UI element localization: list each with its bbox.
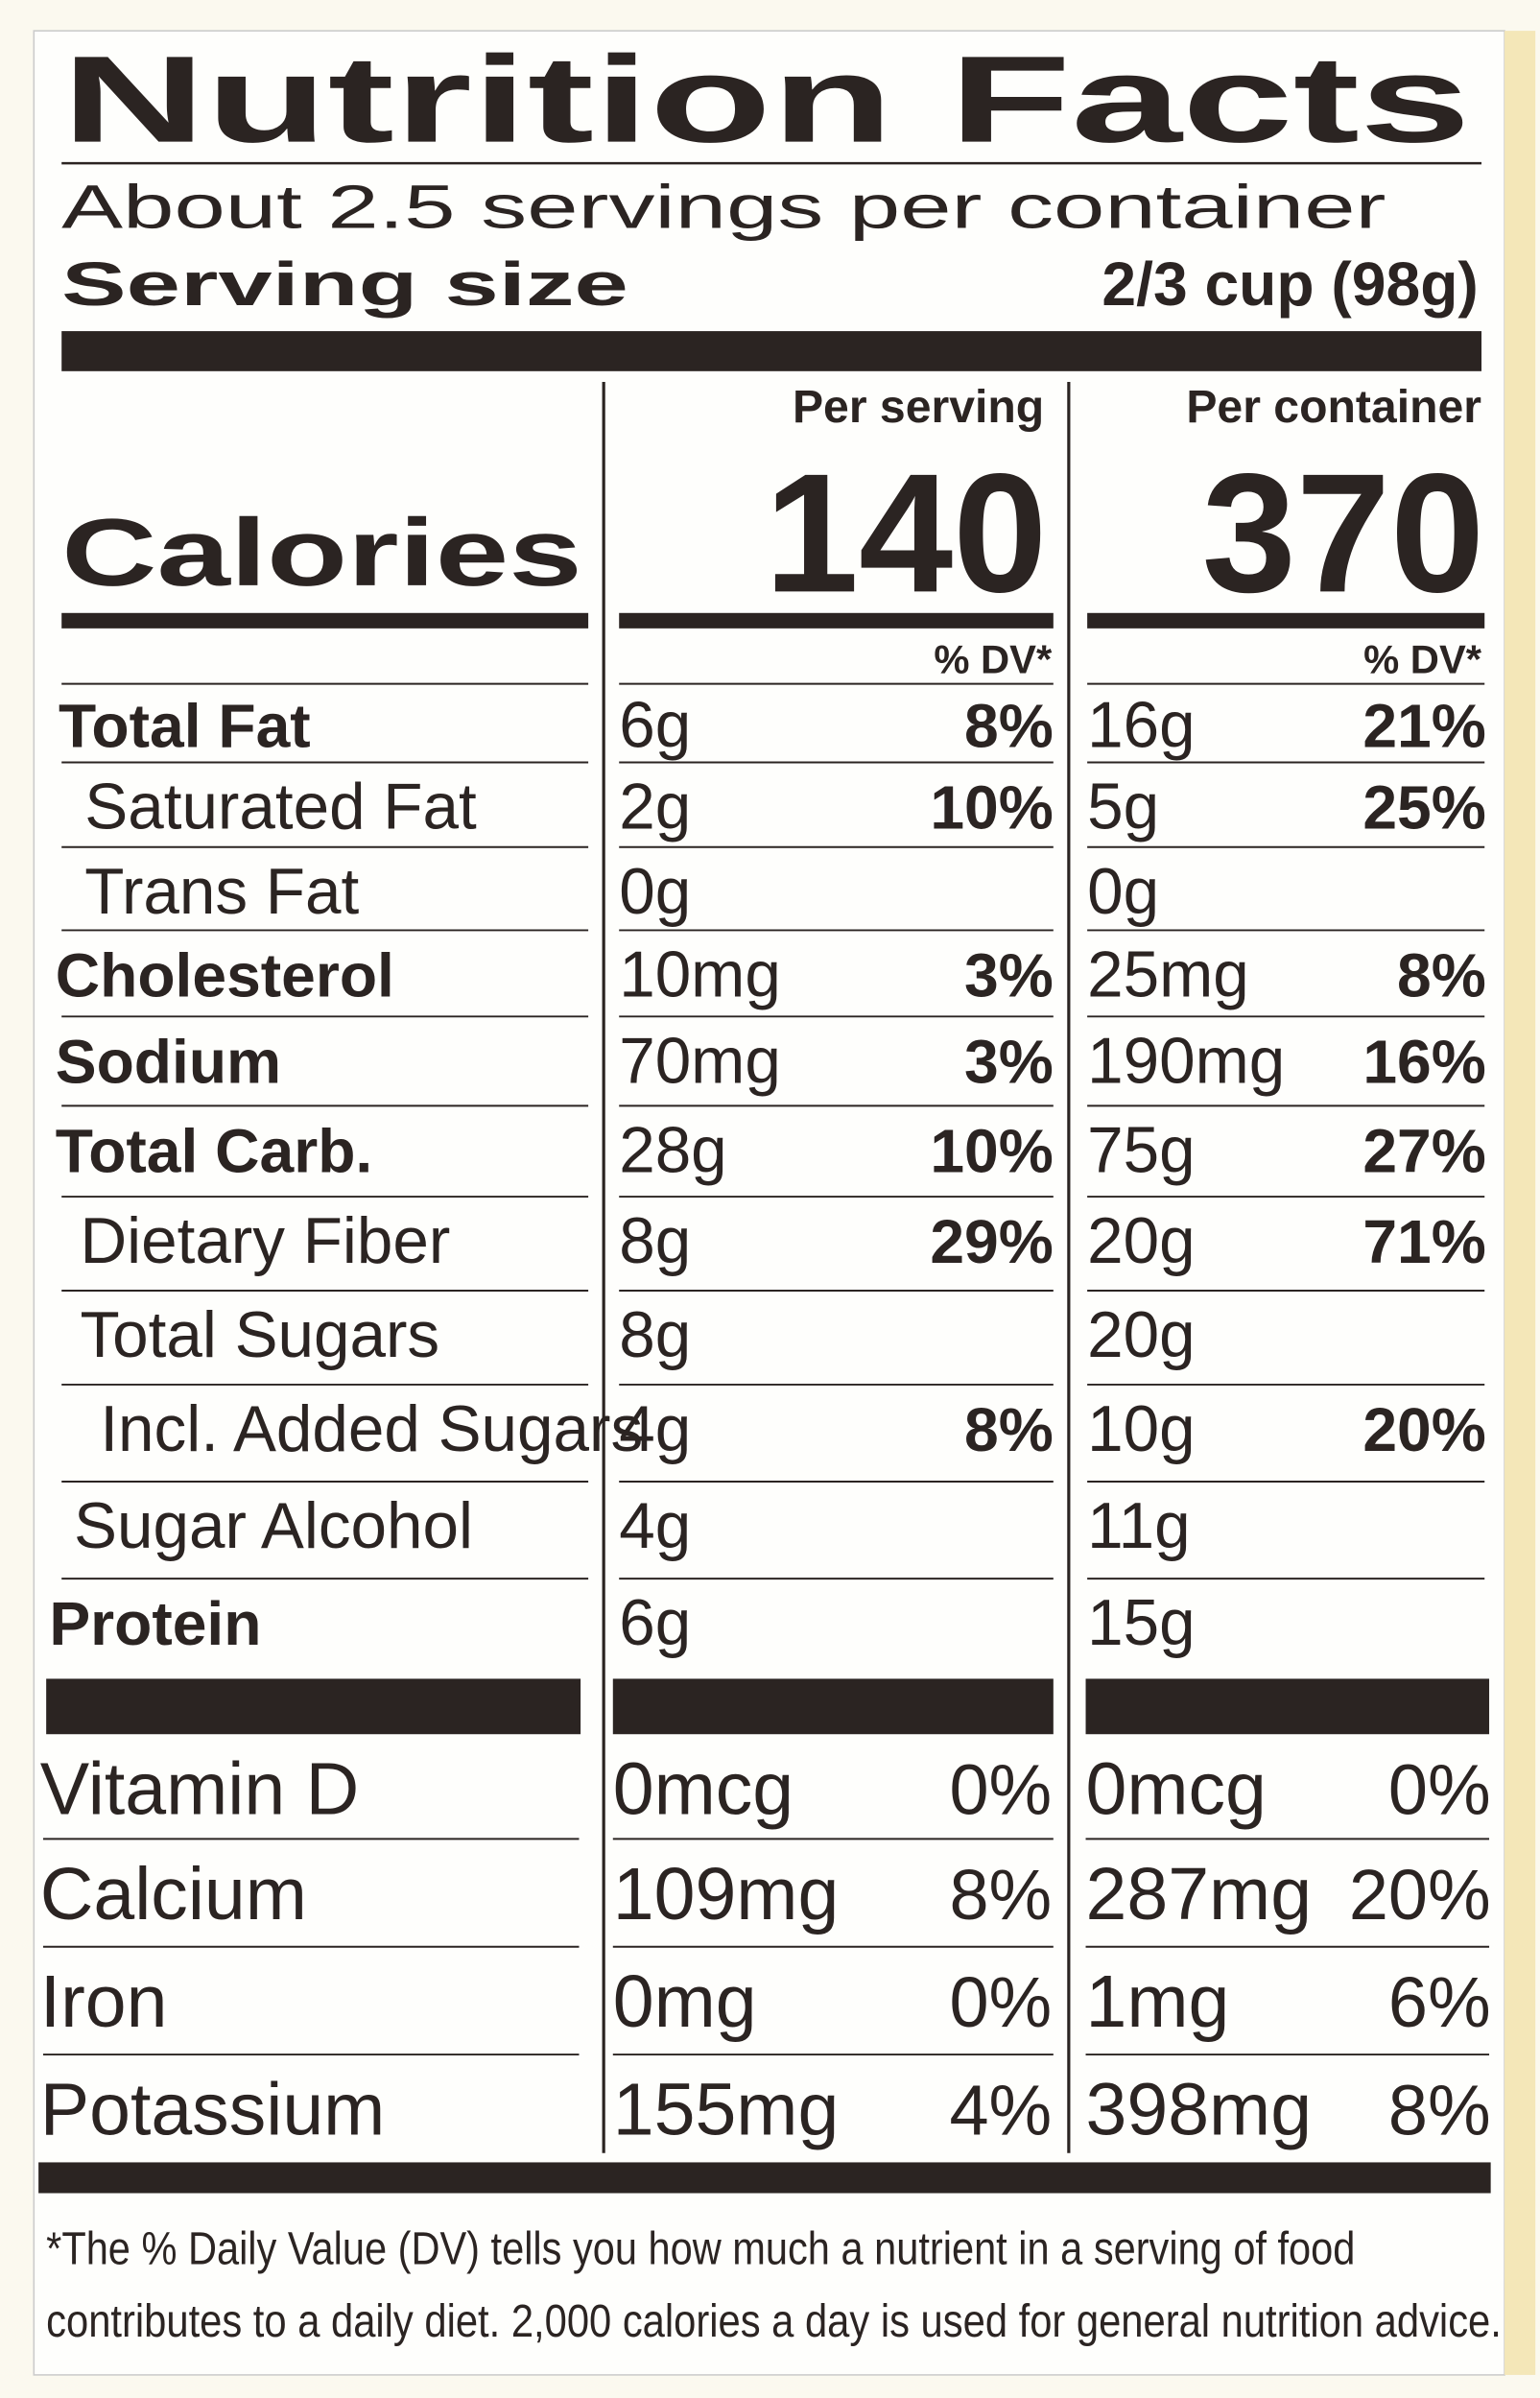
calories-label: Calories <box>61 500 581 606</box>
amount: 10mg <box>619 938 781 1010</box>
nutrient-name: Sodium <box>56 1027 281 1096</box>
amount: 75g <box>1087 1114 1195 1186</box>
daily-value: 20% <box>1362 1395 1485 1464</box>
column-header: Per serving <box>793 381 1044 433</box>
amount: 287mg <box>1086 1853 1313 1935</box>
amount: 6g <box>619 689 691 761</box>
daily-value: 25% <box>1362 772 1485 842</box>
nutrient-name: Total Sugars <box>80 1299 439 1371</box>
daily-value: 4% <box>949 2071 1052 2150</box>
bar <box>619 612 1054 629</box>
serving-size-value: 2/3 cup (98g) <box>1102 249 1478 319</box>
nutrient-name: Iron <box>40 1960 168 2043</box>
daily-value: 8% <box>1397 940 1486 1009</box>
servings: About 2.5 servings per container <box>61 173 1386 242</box>
daily-value: 10% <box>930 772 1053 842</box>
amount: 5g <box>1087 771 1159 843</box>
amount: 190mg <box>1087 1025 1285 1097</box>
amount: 2g <box>619 771 691 843</box>
amount: 155mg <box>613 2069 840 2151</box>
amount: 8g <box>619 1205 691 1277</box>
amount: 6g <box>619 1587 691 1659</box>
amount: 28g <box>619 1114 726 1186</box>
daily-value: 8% <box>964 1395 1054 1464</box>
column-header: Per container <box>1186 381 1481 433</box>
daily-value: 3% <box>964 1027 1054 1096</box>
amount: 4g <box>619 1490 691 1562</box>
bar <box>1087 612 1485 629</box>
bar <box>61 612 589 629</box>
daily-value: 8% <box>949 1855 1052 1935</box>
dv-header: % DV* <box>1363 636 1482 681</box>
daily-value: 8% <box>964 691 1054 760</box>
calories-value: 370 <box>1202 439 1485 628</box>
daily-value: 3% <box>964 940 1054 1009</box>
daily-value: 21% <box>1362 691 1485 760</box>
amount: 0mcg <box>613 1748 794 1831</box>
nutrient-name: Sugar Alcohol <box>74 1490 473 1562</box>
amount: 20g <box>1087 1299 1195 1371</box>
amount: 20g <box>1087 1205 1195 1277</box>
amount: 109mg <box>613 1853 840 1935</box>
nutrient-name: Incl. Added Sugars <box>100 1393 643 1465</box>
edge <box>1504 31 1536 2375</box>
daily-value: 0% <box>949 1750 1052 1830</box>
amount: 15g <box>1087 1587 1195 1659</box>
daily-value: 6% <box>1388 1962 1491 2042</box>
daily-value: 71% <box>1362 1207 1485 1276</box>
label-panel <box>33 30 1505 2376</box>
amount: 1mg <box>1086 1960 1230 2043</box>
daily-value: 16% <box>1362 1027 1485 1096</box>
title: Nutrition Facts <box>61 32 1471 169</box>
calories-value: 140 <box>765 439 1048 628</box>
bar <box>612 1678 1054 1735</box>
nutrient-name: Total Carb. <box>56 1116 372 1185</box>
footnote: *The % Daily Value (DV) tells you how mu… <box>46 2222 1355 2274</box>
nutrient-name: Cholesterol <box>56 940 394 1009</box>
nutrient-name: Potassium <box>40 2069 386 2151</box>
footnote: contributes to a daily diet. 2,000 calor… <box>46 2295 1502 2347</box>
amount: 398mg <box>1086 2069 1313 2151</box>
amount: 4g <box>619 1393 691 1465</box>
thick-bar <box>61 331 1482 371</box>
amount: 10g <box>1087 1393 1195 1465</box>
serving-size-label: Serving size <box>61 249 628 319</box>
daily-value: 20% <box>1349 1855 1491 1935</box>
amount: 16g <box>1087 689 1195 761</box>
daily-value: 0% <box>949 1962 1052 2042</box>
bar <box>46 1678 581 1735</box>
nutrient-name: Protein <box>49 1589 261 1658</box>
amount: 25mg <box>1087 938 1249 1010</box>
dv-header: % DV* <box>934 636 1053 681</box>
nutrient-name: Dietary Fiber <box>80 1205 450 1277</box>
amount: 70mg <box>619 1025 781 1097</box>
daily-value: 10% <box>930 1116 1053 1185</box>
amount: 0g <box>619 856 691 928</box>
nutrient-name: Total Fat <box>59 691 311 760</box>
daily-value: 0% <box>1388 1750 1491 1830</box>
nutrient-name: Calcium <box>40 1853 307 1935</box>
amount: 8g <box>619 1299 691 1371</box>
amount: 0g <box>1087 856 1159 928</box>
daily-value: 8% <box>1388 2071 1491 2150</box>
nutrient-name: Vitamin D <box>40 1748 359 1831</box>
nutrient-name: Saturated Fat <box>84 771 477 843</box>
bar <box>38 2162 1491 2194</box>
bar <box>1085 1678 1490 1735</box>
amount: 0mcg <box>1086 1748 1267 1831</box>
daily-value: 29% <box>930 1207 1053 1276</box>
daily-value: 27% <box>1362 1116 1485 1185</box>
nutrient-name: Trans Fat <box>84 856 359 928</box>
amount: 0mg <box>613 1960 757 2043</box>
amount: 11g <box>1087 1490 1190 1562</box>
